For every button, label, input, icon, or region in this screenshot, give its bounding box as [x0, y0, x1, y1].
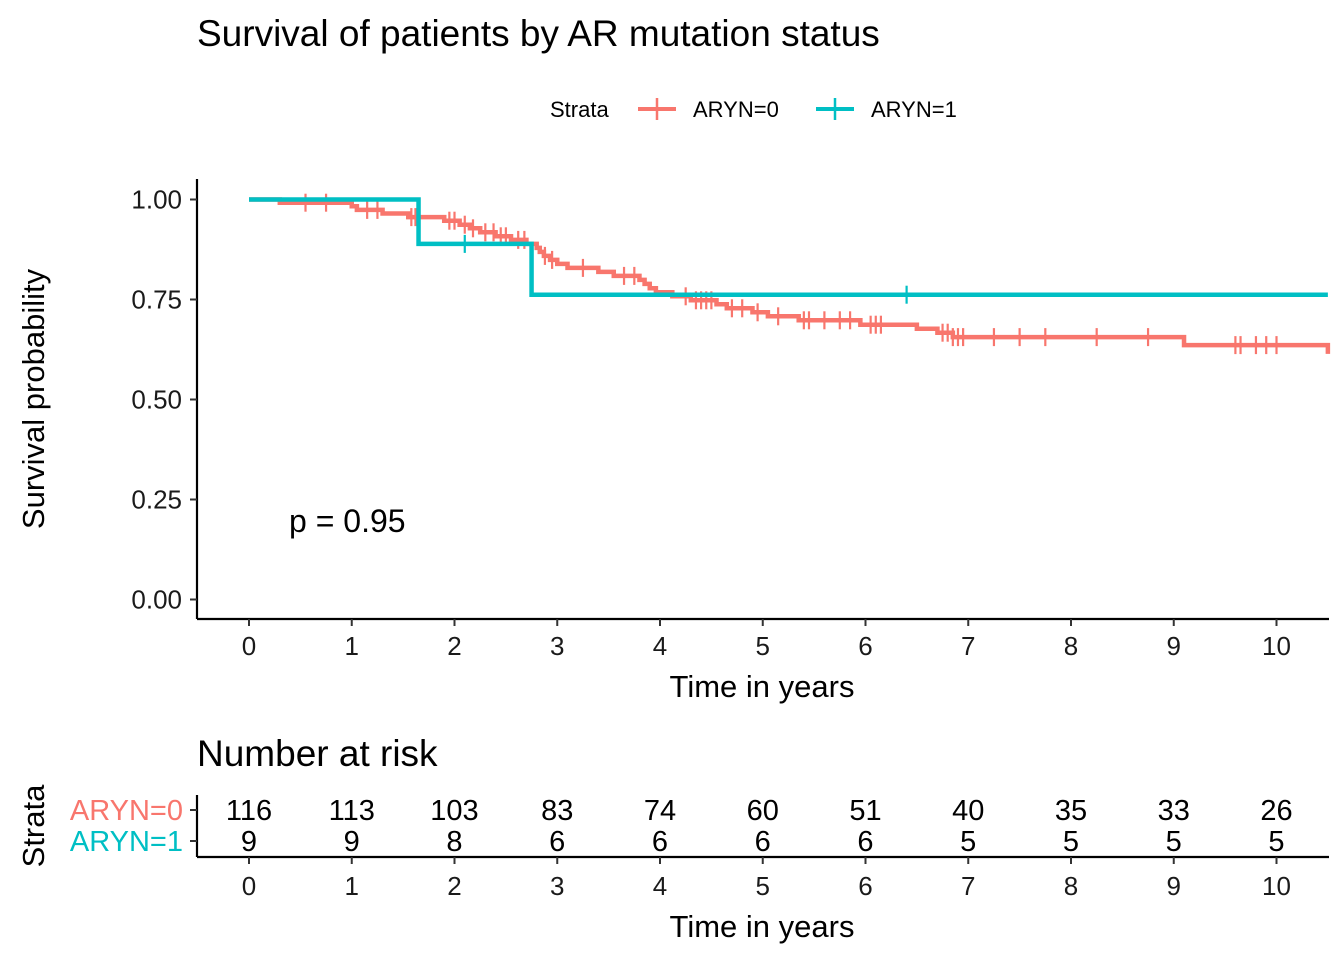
risk-value: 5 [1268, 826, 1284, 858]
risk-row-label-aryn0: ARYN=0 [70, 795, 183, 827]
legend-label-aryn1: ARYN=1 [871, 97, 957, 122]
x-tick-label: 9 [1167, 631, 1181, 661]
y-tick-label: 0.25 [131, 485, 182, 515]
x-ticks: 0 1 2 3 4 5 6 7 8 9 10 [242, 619, 1291, 661]
x-tick-label: 6 [858, 631, 872, 661]
y-tick-label: 0.75 [131, 285, 182, 315]
risk-x-tick-label: 10 [1262, 871, 1291, 901]
risk-x-tick-label: 8 [1064, 871, 1078, 901]
risk-value: 116 [226, 795, 272, 827]
risk-value: 8 [446, 826, 462, 858]
legend-title: Strata [550, 97, 609, 122]
main-plot: 0.00 0.25 0.50 0.75 1.00 0 1 2 3 4 5 6 7 8 9 10 p = 0.… [16, 179, 1331, 704]
legend-key-aryn0 [638, 98, 676, 120]
x-tick-label: 3 [550, 631, 564, 661]
risk-value: 6 [549, 826, 565, 858]
risk-value: 103 [430, 795, 478, 827]
risk-x-tick-label: 5 [756, 871, 770, 901]
risk-x-tick-label: 7 [961, 871, 975, 901]
risk-table: Number at risk ARYN=0 ARYN=1 116 113 103 83… [16, 733, 1329, 944]
risk-values: 116 113 103 83 74 60 51 40 35 33 26 9 9 8 6 6 6 6 5 5 5 5 [226, 795, 1293, 858]
risk-value: 5 [1063, 826, 1079, 858]
y-tick-label: 0.00 [131, 585, 182, 615]
risk-x-tick-label: 6 [858, 871, 872, 901]
x-tick-label: 7 [961, 631, 975, 661]
legend-label-aryn0: ARYN=0 [693, 97, 779, 122]
risk-y-axis-label: Strata [16, 784, 51, 867]
chart-title: Survival of patients by AR mutation stat… [197, 13, 880, 54]
x-tick-label: 5 [756, 631, 770, 661]
x-tick-label: 10 [1262, 631, 1291, 661]
risk-value: 60 [747, 795, 779, 827]
legend: Strata ARYN=0 ARYN=1 [550, 97, 957, 122]
p-value-annotation: p = 0.95 [289, 503, 406, 539]
y-tick-label: 1.00 [131, 185, 182, 215]
risk-table-title: Number at risk [197, 733, 438, 774]
risk-value: 33 [1158, 795, 1190, 827]
risk-value: 6 [755, 826, 771, 858]
y-tick-label: 0.50 [131, 385, 182, 415]
x-tick-label: 0 [242, 631, 256, 661]
legend-key-aryn1 [816, 98, 854, 120]
risk-x-axis-label: Time in years [670, 909, 855, 944]
risk-value: 40 [952, 795, 984, 827]
risk-value: 35 [1055, 795, 1087, 827]
risk-x-tick-label: 4 [653, 871, 667, 901]
risk-row-label-aryn1: ARYN=1 [70, 826, 183, 858]
risk-value: 6 [652, 826, 668, 858]
risk-value: 5 [1166, 826, 1182, 858]
risk-value: 9 [344, 826, 360, 858]
risk-x-ticks: 0 1 2 3 4 5 6 7 8 9 10 [242, 857, 1291, 901]
risk-value: 5 [960, 826, 976, 858]
x-tick-label: 2 [447, 631, 461, 661]
risk-x-tick-label: 2 [447, 871, 461, 901]
risk-value: 26 [1260, 795, 1292, 827]
survival-curves [249, 193, 1331, 355]
risk-x-tick-label: 3 [550, 871, 564, 901]
y-ticks: 0.00 0.25 0.50 0.75 1.00 [131, 185, 197, 615]
x-tick-label: 1 [345, 631, 359, 661]
risk-x-tick-label: 1 [345, 871, 359, 901]
y-axis-label: Survival probability [16, 268, 51, 529]
risk-value: 113 [329, 795, 375, 827]
risk-value: 74 [644, 795, 676, 827]
x-tick-label: 8 [1064, 631, 1078, 661]
risk-x-tick-label: 9 [1167, 871, 1181, 901]
risk-x-tick-label: 0 [242, 871, 256, 901]
risk-value: 9 [241, 826, 257, 858]
risk-value: 51 [849, 795, 881, 827]
x-tick-label: 4 [653, 631, 667, 661]
x-axis-label: Time in years [670, 669, 855, 704]
risk-value: 6 [857, 826, 873, 858]
risk-value: 83 [541, 795, 573, 827]
survival-curve-aryn1 [249, 197, 1328, 297]
